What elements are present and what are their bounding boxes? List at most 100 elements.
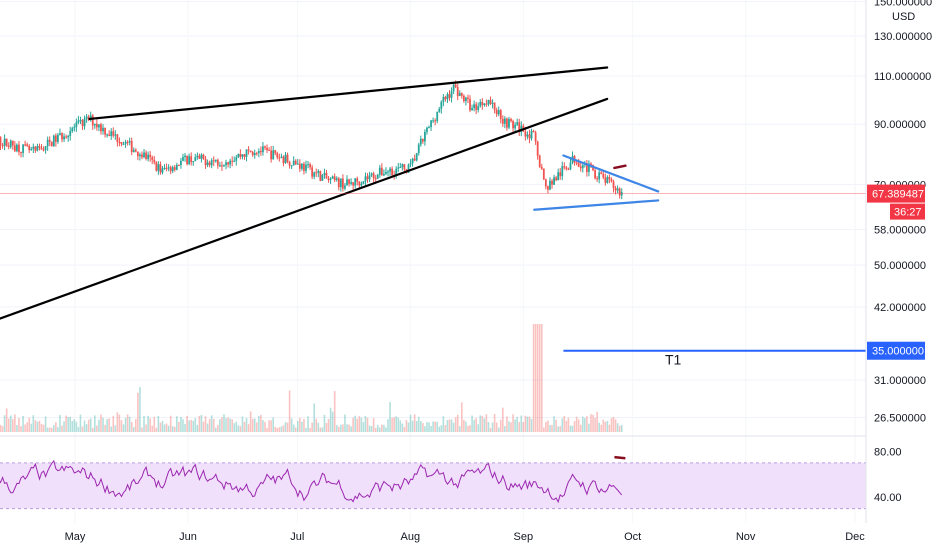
volume-bar <box>292 424 295 432</box>
volume-bar <box>536 324 539 432</box>
candle-body <box>614 188 617 191</box>
candle-body <box>216 159 219 166</box>
volume-bar <box>36 421 39 432</box>
candle-body <box>421 138 424 142</box>
drawn-trendlines <box>0 66 866 331</box>
volume-bar <box>274 426 277 432</box>
volume-bar <box>415 420 418 432</box>
volume-bar <box>579 424 582 432</box>
candle-body <box>323 172 326 175</box>
candle-body <box>268 150 270 152</box>
volume-bar <box>145 424 147 432</box>
candle-body <box>188 156 191 165</box>
lower-support-line[interactable] <box>0 97 609 331</box>
candle-body <box>479 101 482 107</box>
volume-bar <box>524 415 527 432</box>
candle-body <box>321 174 324 181</box>
y-tick-label: 110.000000 <box>874 71 931 83</box>
volume-bar <box>16 425 18 432</box>
candle-body <box>290 165 293 167</box>
volume-bar <box>389 402 391 432</box>
volume-bar <box>452 422 455 432</box>
candle-body <box>563 166 566 168</box>
volume-bar <box>440 425 443 432</box>
candle-body <box>124 141 127 144</box>
candle-body <box>303 163 305 171</box>
candle-body <box>11 140 14 146</box>
volume-bar <box>401 423 404 432</box>
volume-bar <box>565 420 568 432</box>
candle-body <box>77 120 80 123</box>
volume-bar <box>424 426 426 432</box>
triangle-bottom-line[interactable] <box>533 199 660 211</box>
volume-bar <box>588 423 590 432</box>
volume-bar <box>555 419 557 432</box>
volume-bar <box>9 415 12 432</box>
volume-bar <box>217 424 219 432</box>
volume-bar <box>467 425 469 432</box>
volume-bar <box>28 417 31 432</box>
volume-bar <box>393 417 395 432</box>
volume-bar <box>469 425 471 432</box>
volume-bar <box>428 422 430 432</box>
candle-body <box>173 167 176 170</box>
candle-body <box>358 181 361 186</box>
volume-bar <box>549 425 551 432</box>
marker-line[interactable] <box>613 164 627 170</box>
volume-bar <box>442 416 445 432</box>
volume-bar <box>485 414 488 432</box>
volume-bar <box>602 419 605 432</box>
candle-body <box>227 162 229 165</box>
volume-bar <box>260 414 262 432</box>
volume-bar <box>417 416 420 432</box>
volume-bar <box>305 427 307 432</box>
volume-bar <box>262 420 264 432</box>
volume-bar <box>124 417 127 432</box>
x-tick-label: Sep <box>514 531 534 543</box>
rsi-marker-line[interactable] <box>614 455 626 460</box>
volume-bar <box>245 417 248 432</box>
candle-body <box>485 103 488 105</box>
volume-bar <box>167 425 170 432</box>
candle-body <box>251 151 254 156</box>
volume-bar <box>190 419 192 432</box>
volume-bar <box>337 426 340 432</box>
volume-bar <box>448 419 451 432</box>
candle-body <box>192 161 195 163</box>
volume-bar <box>471 415 473 432</box>
volume-bar <box>67 417 69 432</box>
candle-body <box>491 102 494 104</box>
volume-bars <box>0 324 623 432</box>
volume-bar <box>491 422 494 432</box>
volume-bar <box>454 417 457 432</box>
candle-body <box>40 147 43 150</box>
volume-bar <box>3 415 6 432</box>
candle-body <box>354 178 357 186</box>
volume-bar <box>465 421 467 432</box>
volume-bar <box>153 416 156 432</box>
volume-bar <box>481 415 484 432</box>
candle-body <box>329 178 332 180</box>
candle-body <box>542 168 545 180</box>
candle-body <box>294 160 297 165</box>
candle-body <box>231 160 234 162</box>
volume-bar <box>208 419 211 432</box>
candle-body <box>270 150 273 160</box>
candle-body <box>503 118 506 124</box>
candle-body <box>594 170 596 179</box>
triangle-top-line[interactable] <box>562 154 660 193</box>
volume-bar <box>22 415 24 432</box>
candle-body <box>395 168 398 176</box>
candle-body <box>143 152 145 158</box>
volume-bar <box>98 419 100 432</box>
upper-resistance-line[interactable] <box>88 66 609 121</box>
candle-body <box>428 127 430 129</box>
volume-bar <box>30 423 33 432</box>
rsi-panel <box>0 455 866 510</box>
volume-bar <box>104 424 106 432</box>
candle-body <box>588 163 590 172</box>
candle-body <box>212 160 215 162</box>
candle-body <box>249 150 252 152</box>
volume-bar <box>42 424 45 432</box>
